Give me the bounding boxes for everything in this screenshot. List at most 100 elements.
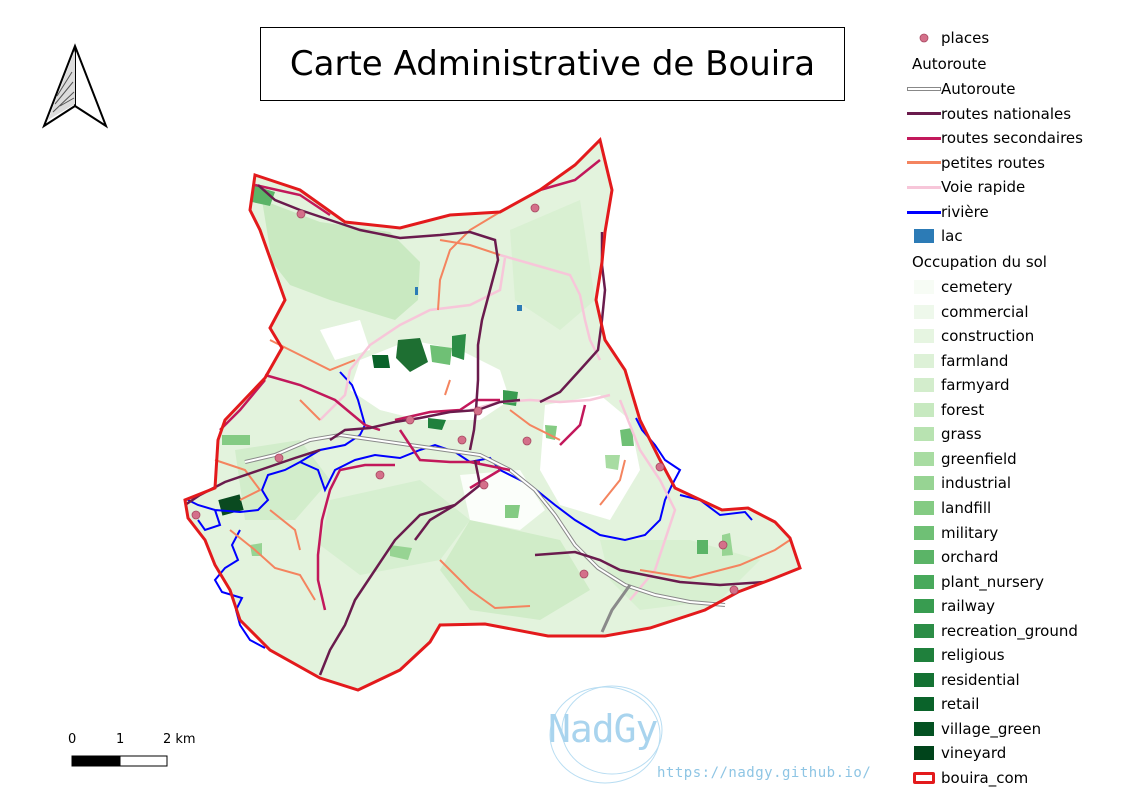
line-swatch-icon [907, 103, 941, 125]
legend-label: religious [941, 646, 1005, 665]
legend-item-landuse: landfill [907, 497, 991, 519]
legend-item-landuse: retail [907, 693, 979, 715]
legend-item-line: Autoroute [907, 78, 1015, 100]
legend-label: farmland [941, 351, 1009, 370]
place-marker [655, 462, 665, 472]
legend-label: routes nationales [941, 104, 1072, 123]
legend-label: commercial [941, 302, 1029, 321]
legend-label: recreation_ground [941, 621, 1078, 640]
legend-label: lac [941, 227, 963, 245]
landuse-swatch-icon [907, 693, 941, 715]
watermark-logo-ring [549, 685, 663, 784]
legend-label: military [941, 523, 999, 542]
place-marker [274, 453, 284, 463]
legend-label: cemetery [941, 278, 1013, 296]
legend-label: orchard [941, 548, 999, 567]
landuse-swatch-icon [907, 325, 941, 347]
scale-label-0: 0 [68, 732, 77, 747]
legend-item-landuse: farmyard [907, 374, 1009, 396]
landuse-swatch-icon [907, 546, 941, 568]
legend-label: village_green [941, 719, 1042, 738]
place-marker [375, 470, 385, 480]
farmland-patch [320, 480, 470, 575]
legend-item-line: routes secondaires [907, 127, 1083, 149]
grass-patch [697, 540, 708, 554]
line-swatch-icon [907, 176, 941, 198]
farmland-patch [510, 200, 595, 330]
scale-label-2: 2 km [163, 732, 196, 747]
place-dot-icon [907, 27, 941, 49]
legend-item-landuse: village_green [907, 718, 1041, 740]
legend-item-landuse: commercial [907, 301, 1029, 323]
grass-patch [605, 455, 620, 470]
watermark-logo: NadGy [548, 707, 658, 751]
routes-secondaires-line [219, 159, 601, 611]
legend-item-line: Voie rapide [907, 176, 1025, 198]
map-title: Carte Administrative de Bouira [260, 27, 845, 101]
scale-bar [71, 755, 168, 767]
legend-item-landuse: cemetery [907, 276, 1012, 298]
farmland-patch [600, 540, 760, 610]
lake-swatch-icon [907, 225, 941, 247]
legend-item-landuse: orchard [907, 546, 998, 568]
place-marker [473, 406, 483, 416]
residential-patch [452, 334, 466, 360]
voie-rapide-line [319, 253, 677, 601]
legend-item-landuse: construction [907, 325, 1034, 347]
commune-boundary [183, 137, 802, 692]
landuse-swatch-icon [907, 423, 941, 445]
landuse-swatch-icon [907, 669, 941, 691]
grass-patch [722, 533, 733, 556]
petites-routes-line [214, 211, 791, 610]
legend-item-landuse: forest [907, 399, 984, 421]
landuse-swatch-icon [907, 472, 941, 494]
landuse-swatch-icon [907, 571, 941, 593]
scale-label-1: 1 [116, 732, 125, 747]
grass-patch [430, 345, 452, 365]
legend-item-landuse: plant_nursery [907, 571, 1044, 593]
legend-item-places: places [907, 27, 989, 49]
legend-item-landuse: residential [907, 669, 1020, 691]
river-line [679, 494, 753, 521]
autoroute-line [600, 584, 632, 633]
commune-area [185, 140, 800, 690]
grass-patch [428, 418, 446, 430]
landuse-swatch-icon [907, 350, 941, 372]
landuse-swatch-icon [907, 497, 941, 519]
legend-label: residential [941, 670, 1020, 689]
north-arrow-icon [41, 43, 109, 129]
landuse-swatch-icon [907, 399, 941, 421]
place-marker [405, 415, 415, 425]
grass-patch [503, 390, 518, 406]
legend-label: plant_nursery [941, 572, 1045, 591]
place-marker [729, 585, 739, 595]
legend-label: forest [941, 400, 985, 419]
legend-item-line: routes nationales [907, 103, 1071, 125]
legend-label: grass [941, 425, 982, 444]
landuse-swatch-icon [907, 595, 941, 617]
landuse-swatch-icon [907, 374, 941, 396]
legend-item-landuse: greenfield [907, 448, 1017, 470]
place-marker [530, 203, 540, 213]
legend-label: greenfield [941, 449, 1017, 468]
legend-item-boundary: bouira_com [907, 767, 1028, 789]
legend-item-landuse: railway [907, 595, 995, 617]
grass-patch [222, 435, 250, 445]
urban-area [350, 340, 510, 420]
place-marker [718, 540, 728, 550]
place-marker [479, 480, 489, 490]
line-swatch-icon [907, 201, 941, 223]
legend-item-line: petites routes [907, 152, 1045, 174]
boundary-swatch-icon [907, 767, 941, 789]
landuse-swatch-icon [907, 620, 941, 642]
place-marker [579, 569, 589, 579]
legend-label: industrial [941, 474, 1012, 493]
urban-area [320, 320, 370, 360]
grass-patch [620, 428, 634, 446]
legend-label: landfill [941, 498, 992, 517]
legend-item-landuse: grass [907, 423, 982, 445]
landuse-swatch-icon [907, 644, 941, 666]
landuse-swatch-icon [907, 718, 941, 740]
legend-label: routes secondaires [941, 129, 1083, 148]
